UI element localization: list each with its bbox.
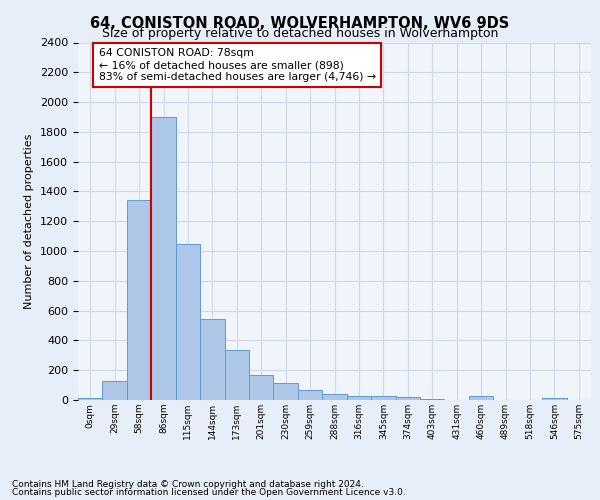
Bar	[151, 117, 176, 400]
Text: Size of property relative to detached houses in Wolverhampton: Size of property relative to detached ho…	[102, 28, 498, 40]
Bar	[322, 394, 347, 400]
Y-axis label: Number of detached properties: Number of detached properties	[25, 134, 34, 309]
Bar	[127, 200, 151, 400]
Bar	[103, 382, 127, 400]
Bar	[224, 350, 249, 400]
Bar	[249, 376, 274, 400]
Text: Contains HM Land Registry data © Crown copyright and database right 2024.: Contains HM Land Registry data © Crown c…	[12, 480, 364, 489]
Bar	[347, 396, 371, 400]
Text: 64, CONISTON ROAD, WOLVERHAMPTON, WV6 9DS: 64, CONISTON ROAD, WOLVERHAMPTON, WV6 9D…	[91, 16, 509, 31]
Bar	[371, 396, 395, 400]
Bar	[274, 383, 298, 400]
Bar	[420, 398, 445, 400]
Bar	[176, 244, 200, 400]
Bar	[78, 398, 103, 400]
Text: Contains public sector information licensed under the Open Government Licence v3: Contains public sector information licen…	[12, 488, 406, 497]
Text: 64 CONISTON ROAD: 78sqm
← 16% of detached houses are smaller (898)
83% of semi-d: 64 CONISTON ROAD: 78sqm ← 16% of detache…	[99, 48, 376, 82]
Bar	[298, 390, 322, 400]
Bar	[469, 396, 493, 400]
Bar	[395, 397, 420, 400]
Bar	[542, 398, 566, 400]
Bar	[200, 319, 224, 400]
